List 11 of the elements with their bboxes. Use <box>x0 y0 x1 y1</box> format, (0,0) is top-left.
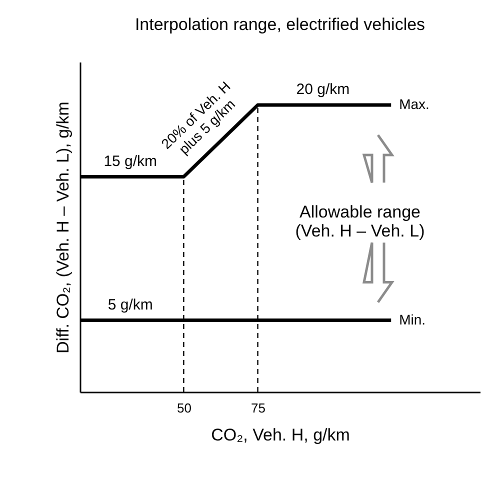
x-tick-label: 50 <box>176 400 192 416</box>
series-label: Max. <box>399 96 430 112</box>
x-tick-label: 75 <box>251 400 266 416</box>
chart-title: Interpolation range, electrified vehicles <box>134 15 426 34</box>
data-label: 5 g/km <box>108 296 153 314</box>
data-label: 15 g/km <box>104 152 158 170</box>
annotation: Allowable range (Veh. H – Veh. L) <box>295 202 425 241</box>
x-axis-title: CO₂, Veh. H, g/km <box>211 426 350 444</box>
series-label: Min. <box>399 311 426 328</box>
data-label: 20 g/km <box>296 81 350 98</box>
y-axis-title: Diff. CO₂, (Veh. H – Veh. L), g/km <box>54 102 72 354</box>
